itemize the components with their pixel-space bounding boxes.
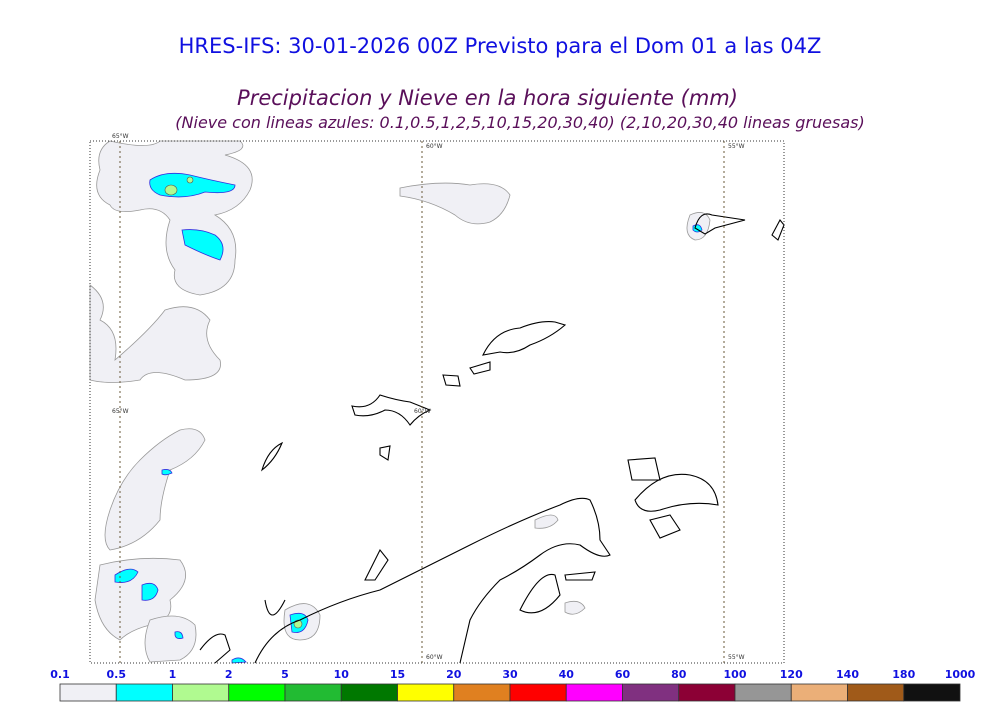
- legend-label: 120: [779, 668, 803, 681]
- legend-swatch: [172, 683, 230, 702]
- legend-label: 2: [224, 668, 233, 681]
- legend-label: 1: [168, 668, 177, 681]
- meridian-label-60w-bottom: 60°W: [426, 654, 443, 661]
- legend-label: 20: [446, 668, 462, 681]
- legend-label: 180: [892, 668, 916, 681]
- legend-label: 80: [671, 668, 687, 681]
- legend-swatch: [847, 683, 905, 702]
- legend-swatch: [397, 683, 455, 702]
- graticule: [119, 141, 725, 663]
- heavier-precip-areas: [164, 176, 303, 629]
- map-frame: [89, 140, 785, 664]
- legend-label: 0.5: [106, 668, 127, 681]
- legend-swatch: [453, 683, 511, 702]
- legend-swatch: [509, 683, 567, 702]
- legend-label: 140: [836, 668, 859, 681]
- legend-swatch: [59, 683, 117, 702]
- legend-swatch: [565, 683, 623, 702]
- meridian-label-55w-bottom: 55°W: [728, 654, 745, 661]
- meridian-label-65w-mid: 65°W: [112, 408, 129, 415]
- legend-label: 10: [333, 668, 349, 681]
- legend-label: 30: [502, 668, 518, 681]
- legend-label: 100: [723, 668, 747, 681]
- map-subtitle: Precipitacion y Nieve en la hora siguien…: [237, 86, 738, 110]
- legend-swatch: [228, 683, 286, 702]
- map-title: HRES-IFS: 30-01-2026 00Z Previsto para e…: [178, 34, 822, 58]
- legend-swatch: [115, 683, 173, 702]
- legend-label: 0.1: [50, 668, 70, 681]
- coastlines: [199, 213, 785, 664]
- legend-swatch: [790, 683, 848, 702]
- meridian-label-65w: 65°W: [112, 133, 129, 140]
- legend-swatch: [622, 683, 680, 702]
- map-note: (Nieve con lineas azules: 0.1,0.5,1,2,5,…: [175, 113, 865, 132]
- legend-label: 15: [389, 668, 406, 681]
- legend-swatch: [903, 683, 961, 702]
- snow-contours: [114, 172, 703, 664]
- legend-label: 60: [614, 668, 631, 681]
- precip-areas: [89, 140, 711, 663]
- legend-swatch: [678, 683, 736, 702]
- legend-swatch: [284, 683, 342, 702]
- meridian-label-55w: 55°W: [728, 143, 745, 150]
- legend-label: 5: [281, 668, 289, 681]
- legend-swatch: [340, 683, 398, 702]
- legend-label: 1000: [944, 668, 976, 681]
- legend-swatch: [734, 683, 792, 702]
- meridian-label-60w-mid: 60°W: [414, 408, 431, 415]
- legend-label: 40: [558, 668, 574, 681]
- meridian-label-60w: 60°W: [426, 143, 443, 150]
- legend-colorbar: [59, 683, 961, 702]
